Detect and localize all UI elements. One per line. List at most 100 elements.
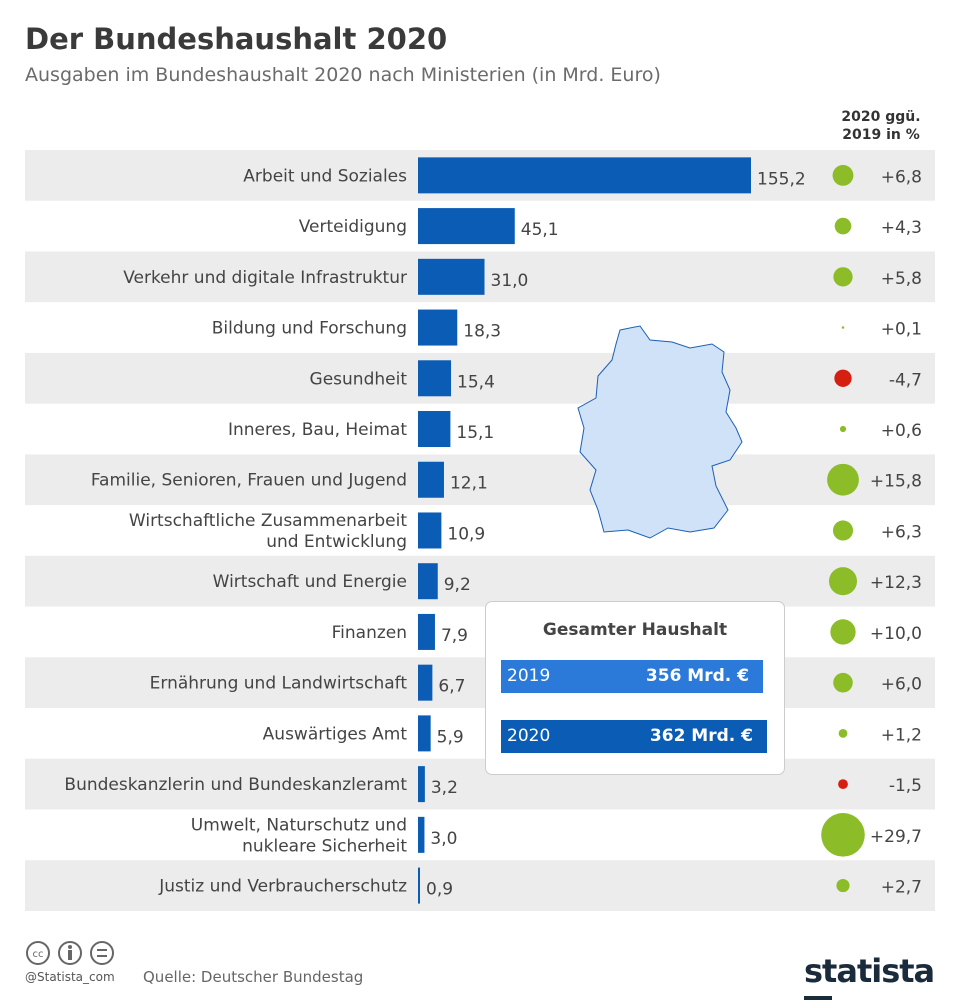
change-bubble	[836, 879, 850, 893]
bar	[418, 613, 435, 650]
total-value: 356 Mrd. €	[645, 666, 749, 686]
value-label: 0,9	[426, 880, 453, 900]
value-label: 6,7	[438, 677, 465, 697]
change-bubble	[838, 729, 848, 738]
category-label: Verkehr und digitale Infrastruktur	[123, 268, 407, 288]
total-year: 2020	[507, 726, 551, 746]
change-label: +10,0	[870, 624, 922, 644]
change-label: +15,8	[870, 472, 922, 492]
page-title: Der Bundeshaushalt 2020	[25, 22, 448, 56]
change-bubble	[828, 567, 858, 596]
category-label: Familie, Senioren, Frauen und Jugend	[91, 471, 407, 491]
bar	[418, 208, 515, 245]
change-bubble	[834, 369, 852, 387]
change-bubble	[827, 463, 859, 496]
value-label: 10,9	[447, 524, 485, 544]
cc-icon	[26, 941, 50, 965]
change-label: +0,1	[881, 320, 922, 340]
total-2020-bar: 2020 362 Mrd. €	[501, 720, 767, 753]
change-label: +0,6	[881, 421, 922, 441]
category-label: Inneres, Bau, Heimat	[228, 420, 407, 440]
value-label: 45,1	[521, 220, 559, 240]
bar	[418, 664, 433, 701]
change-label: +1,2	[881, 725, 922, 745]
value-label: 7,9	[441, 626, 468, 646]
value-label: 3,2	[431, 778, 458, 798]
bar	[418, 715, 431, 752]
change-label: +4,3	[881, 218, 922, 238]
change-bubble	[834, 217, 852, 235]
germany-map	[577, 325, 743, 539]
logo-text: statista	[804, 952, 935, 990]
change-column-header: 2020 ggü. 2019 in %	[826, 108, 936, 144]
change-bubble	[839, 425, 847, 433]
change-bubble	[821, 813, 865, 857]
bar	[418, 766, 425, 803]
change-bubble	[833, 672, 853, 693]
value-label: 9,2	[444, 575, 471, 595]
change-label: +2,7	[881, 878, 922, 898]
value-label: 5,9	[437, 727, 464, 747]
svg-text:cc: cc	[33, 949, 44, 960]
row-background	[25, 555, 935, 607]
bar	[418, 309, 458, 346]
bar	[418, 360, 452, 397]
category-label: Justiz und Verbraucherschutz	[158, 877, 407, 897]
category-label: Auswärtiges Amt	[263, 724, 408, 744]
statista-logo-icon	[804, 996, 832, 1000]
value-label: 31,0	[491, 271, 529, 291]
page-subtitle: Ausgaben im Bundeshaushalt 2020 nach Min…	[25, 64, 661, 86]
bar	[418, 563, 438, 600]
bar	[418, 157, 751, 194]
value-label: 12,1	[450, 474, 488, 494]
license-icons: cc	[26, 941, 114, 965]
bar	[418, 512, 442, 549]
total-value: 362 Mrd. €	[649, 726, 753, 746]
value-label: 155,2	[757, 169, 806, 189]
change-label: -4,7	[889, 370, 922, 390]
total-budget-box: Gesamter Haushalt 2019 356 Mrd. € 2020 3…	[485, 601, 785, 775]
value-label: 15,1	[456, 423, 494, 443]
total-2019-bar: 2019 356 Mrd. €	[501, 660, 763, 693]
change-bubble	[830, 619, 856, 645]
statista-handle: @Statista_com	[25, 970, 115, 984]
bar	[418, 258, 485, 295]
total-year: 2019	[507, 666, 551, 686]
source-note: Quelle: Deutscher Bundestag	[143, 968, 364, 986]
row-background	[25, 352, 935, 404]
row-background	[25, 860, 935, 911]
category-label: Arbeit und Soziales	[243, 166, 407, 186]
category-label: Finanzen	[332, 623, 407, 643]
attribution-icon	[58, 941, 82, 965]
change-label: +6,3	[881, 522, 922, 542]
change-label: +5,8	[881, 269, 922, 289]
total-budget-title: Gesamter Haushalt	[542, 620, 728, 640]
change-label: -1,5	[889, 776, 922, 796]
change-bubble	[841, 326, 845, 329]
category-label: Bildung und Forschung	[212, 319, 407, 339]
row-background	[25, 454, 935, 506]
category-label: Umwelt, Naturschutz und	[191, 815, 407, 835]
bar	[418, 411, 451, 448]
change-bubble	[832, 164, 854, 186]
bar	[418, 461, 444, 498]
change-bubble	[838, 779, 848, 790]
no-derivatives-icon	[90, 941, 114, 965]
value-label: 15,4	[457, 372, 495, 392]
change-label: +12,3	[870, 573, 922, 593]
category-label: Wirtschaft und Energie	[213, 572, 407, 592]
category-label: Bundeskanzlerin und Bundeskanzleramt	[64, 775, 407, 795]
category-label: Wirtschaftliche Zusammenarbeit	[129, 511, 407, 531]
category-label: Gesundheit	[310, 369, 408, 389]
change-header-line2: 2019 in %	[842, 127, 920, 143]
bar	[418, 816, 425, 853]
change-label: +6,0	[881, 675, 922, 695]
change-label: +29,7	[870, 827, 922, 847]
bar	[418, 867, 420, 904]
statista-logo: statista	[804, 952, 960, 1000]
change-bubble	[833, 267, 853, 287]
change-label: +6,8	[881, 167, 922, 187]
category-label: nukleare Sicherheit	[242, 836, 407, 856]
